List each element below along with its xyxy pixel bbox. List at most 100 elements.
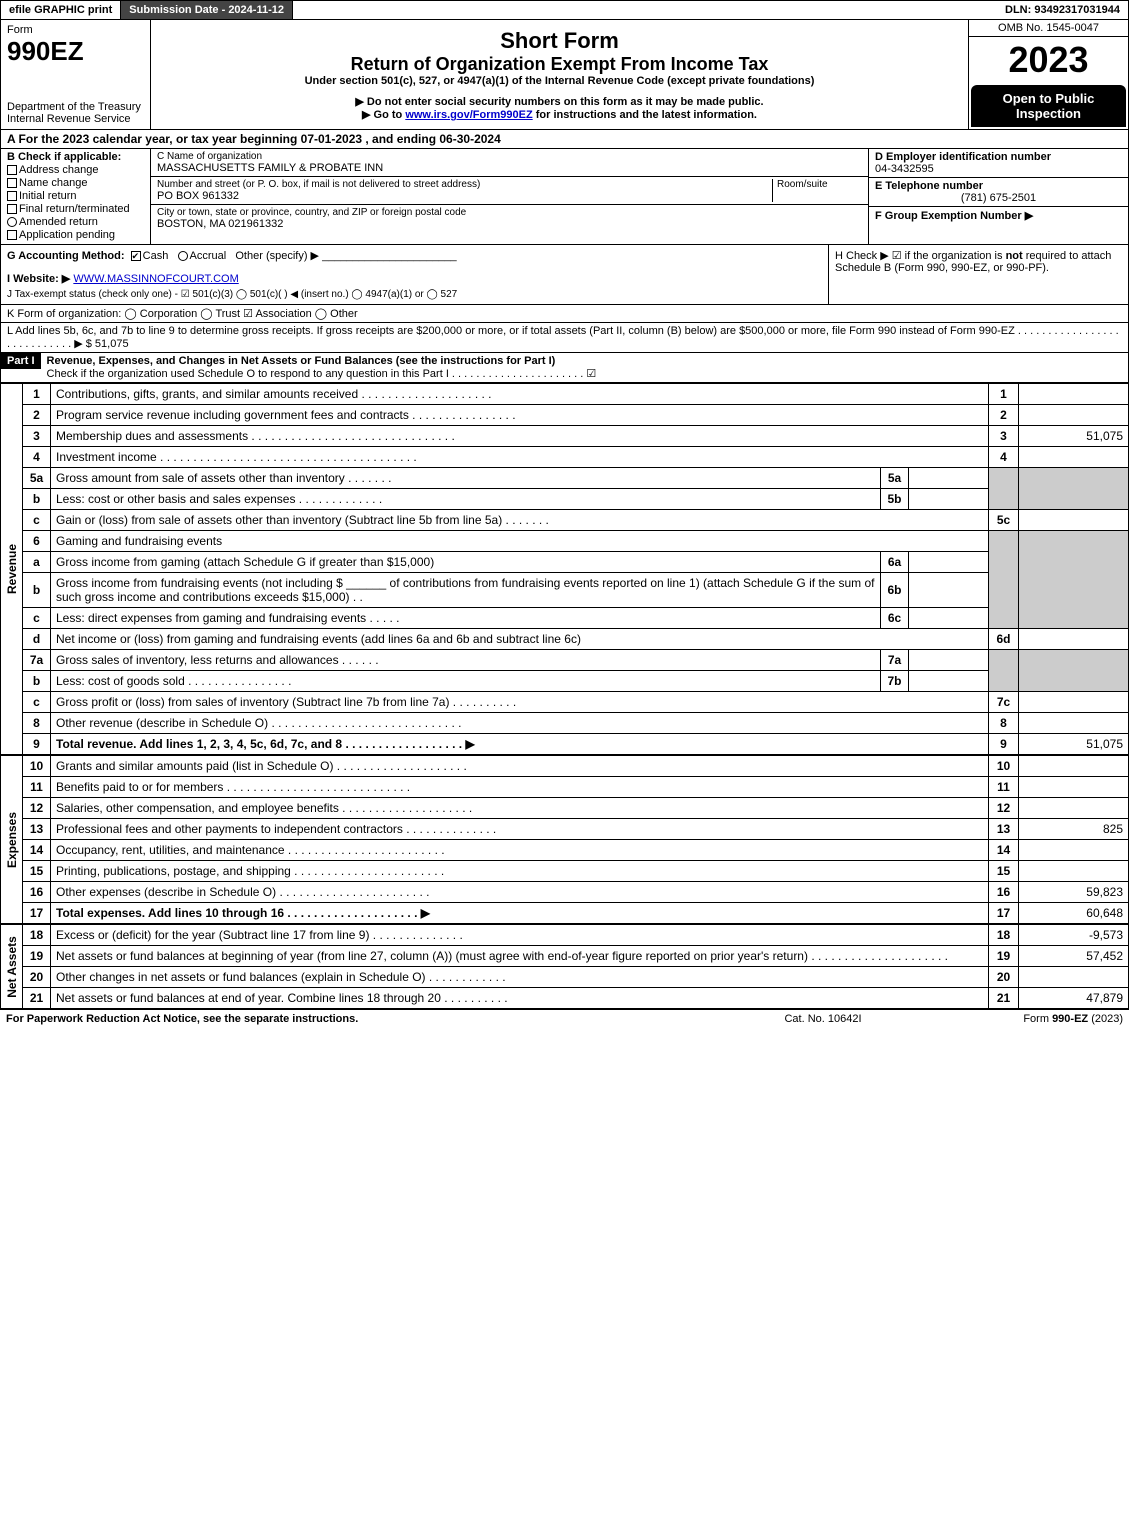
tax-year: 2023 — [969, 37, 1128, 83]
line-5b-desc: Less: cost or other basis and sales expe… — [51, 489, 881, 510]
line-21-amt: 47,879 — [1019, 988, 1129, 1009]
cb-initial-return[interactable]: Initial return — [7, 190, 144, 202]
f-label: F Group Exemption Number ▶ — [875, 210, 1033, 222]
subtitle: Under section 501(c), 527, or 4947(a)(1)… — [305, 75, 815, 87]
omb-number: OMB No. 1545-0047 — [969, 20, 1128, 37]
form-label: Form — [7, 24, 144, 36]
website-link[interactable]: WWW.MASSINNOFCOURT.COM — [73, 273, 238, 285]
cb-address-change[interactable]: Address change — [7, 164, 144, 176]
line-19-amt: 57,452 — [1019, 946, 1129, 967]
line-4-desc: Investment income . . . . . . . . . . . … — [51, 447, 989, 468]
expenses-vertical-label: Expenses — [0, 755, 22, 924]
line-6d-amt — [1019, 629, 1129, 650]
section-expenses: Expenses 10Grants and similar amounts pa… — [0, 755, 1129, 924]
d-value: 04-3432595 — [875, 163, 934, 175]
part1-header: Part I Revenue, Expenses, and Changes in… — [0, 353, 1129, 383]
section-netassets: Net Assets 18Excess or (deficit) for the… — [0, 924, 1129, 1009]
cb-cash[interactable] — [131, 251, 141, 261]
section-revenue: Revenue 1Contributions, gifts, grants, a… — [0, 383, 1129, 755]
line-13-desc: Professional fees and other payments to … — [51, 819, 989, 840]
form-number: 990EZ — [7, 36, 144, 67]
line-5c-desc: Gain or (loss) from sale of assets other… — [51, 510, 989, 531]
note-goto-post: for instructions and the latest informat… — [533, 109, 757, 121]
line-4-amt — [1019, 447, 1129, 468]
note-goto-pre: ▶ Go to — [362, 109, 405, 121]
c-street-value: PO BOX 961332 — [157, 190, 772, 202]
note-ssn: ▶ Do not enter social security numbers o… — [355, 95, 763, 108]
line-10-amt — [1019, 756, 1129, 777]
line-3-desc: Membership dues and assessments . . . . … — [51, 426, 989, 447]
line-5b-sub — [909, 489, 989, 510]
cb-amended-return[interactable]: Amended return — [7, 216, 144, 228]
line-5c-amt — [1019, 510, 1129, 531]
line-16-amt: 59,823 — [1019, 882, 1129, 903]
col-c-org: C Name of organization MASSACHUSETTS FAM… — [151, 149, 868, 244]
line-21-desc: Net assets or fund balances at end of ye… — [51, 988, 989, 1009]
line-7c-desc: Gross profit or (loss) from sales of inv… — [51, 692, 989, 713]
line-11-amt — [1019, 777, 1129, 798]
block-bcdef: B Check if applicable: Address change Na… — [0, 149, 1129, 245]
expenses-table: 10Grants and similar amounts paid (list … — [22, 755, 1129, 924]
form-header: Form 990EZ Department of the Treasury In… — [0, 20, 1129, 130]
line-5a-sub — [909, 468, 989, 489]
row-k: K Form of organization: ◯ Corporation ◯ … — [0, 305, 1129, 323]
line-1-amt — [1019, 384, 1129, 405]
part1-check: Check if the organization used Schedule … — [47, 368, 597, 380]
line-12-desc: Salaries, other compensation, and employ… — [51, 798, 989, 819]
line-7b-sub — [909, 671, 989, 692]
h-schedule-b: H Check ▶ ☑ if the organization is not r… — [828, 245, 1128, 304]
line-13-amt: 825 — [1019, 819, 1129, 840]
line-2-desc: Program service revenue including govern… — [51, 405, 989, 426]
header-middle: Short Form Return of Organization Exempt… — [151, 20, 968, 129]
line-7c-amt — [1019, 692, 1129, 713]
line-8-amt — [1019, 713, 1129, 734]
line-12-amt — [1019, 798, 1129, 819]
line-10-desc: Grants and similar amounts paid (list in… — [51, 756, 989, 777]
col-b-checkboxes: B Check if applicable: Address change Na… — [1, 149, 151, 244]
line-15-amt — [1019, 861, 1129, 882]
submission-date-button[interactable]: Submission Date - 2024-11-12 — [121, 1, 293, 19]
line-7a-sub — [909, 650, 989, 671]
cb-name-change[interactable]: Name change — [7, 177, 144, 189]
line-8-desc: Other revenue (describe in Schedule O) .… — [51, 713, 989, 734]
cb-final-return[interactable]: Final return/terminated — [7, 203, 144, 215]
header-right: OMB No. 1545-0047 2023 Open to Public In… — [968, 20, 1128, 129]
col-def: D Employer identification number 04-3432… — [868, 149, 1128, 244]
c-room-label: Room/suite — [772, 179, 862, 202]
title-short-form: Short Form — [500, 28, 619, 54]
part1-title: Revenue, Expenses, and Changes in Net As… — [47, 355, 556, 367]
i-label: I Website: ▶ — [7, 273, 70, 285]
line-14-desc: Occupancy, rent, utilities, and maintena… — [51, 840, 989, 861]
line-6-desc: Gaming and fundraising events — [51, 531, 989, 552]
line-9-desc: Total revenue. Add lines 1, 2, 3, 4, 5c,… — [51, 734, 989, 755]
line-7a-desc: Gross sales of inventory, less returns a… — [51, 650, 881, 671]
row-gh: G Accounting Method: Cash Accrual Other … — [0, 245, 1129, 305]
line-1-desc: Contributions, gifts, grants, and simila… — [51, 384, 989, 405]
line-11-desc: Benefits paid to or for members . . . . … — [51, 777, 989, 798]
c-name-value: MASSACHUSETTS FAMILY & PROBATE INN — [157, 162, 862, 174]
line-17-amt: 60,648 — [1019, 903, 1129, 924]
line-15-desc: Printing, publications, postage, and shi… — [51, 861, 989, 882]
line-6a-desc: Gross income from gaming (attach Schedul… — [51, 552, 881, 573]
efile-print-label[interactable]: efile GRAPHIC print — [1, 1, 121, 19]
netassets-table: 18Excess or (deficit) for the year (Subt… — [22, 924, 1129, 1009]
cb-application-pending[interactable]: Application pending — [7, 229, 144, 241]
line-6a-sub — [909, 552, 989, 573]
header-left: Form 990EZ Department of the Treasury In… — [1, 20, 151, 129]
line-6c-desc: Less: direct expenses from gaming and fu… — [51, 608, 881, 629]
c-street-label: Number and street (or P. O. box, if mail… — [157, 179, 772, 190]
revenue-table: 1Contributions, gifts, grants, and simil… — [22, 383, 1129, 755]
line-6d-desc: Net income or (loss) from gaming and fun… — [51, 629, 989, 650]
cb-accrual[interactable] — [178, 251, 188, 261]
page-footer: For Paperwork Reduction Act Notice, see … — [0, 1009, 1129, 1028]
irs-link[interactable]: www.irs.gov/Form990EZ — [405, 109, 532, 121]
line-2-amt — [1019, 405, 1129, 426]
line-16-desc: Other expenses (describe in Schedule O) … — [51, 882, 989, 903]
department-label: Department of the Treasury Internal Reve… — [7, 101, 144, 125]
line-18-desc: Excess or (deficit) for the year (Subtra… — [51, 925, 989, 946]
footer-cat: Cat. No. 10642I — [723, 1013, 923, 1025]
line-20-amt — [1019, 967, 1129, 988]
line-5a-desc: Gross amount from sale of assets other t… — [51, 468, 881, 489]
netassets-vertical-label: Net Assets — [0, 924, 22, 1009]
line-19-desc: Net assets or fund balances at beginning… — [51, 946, 989, 967]
